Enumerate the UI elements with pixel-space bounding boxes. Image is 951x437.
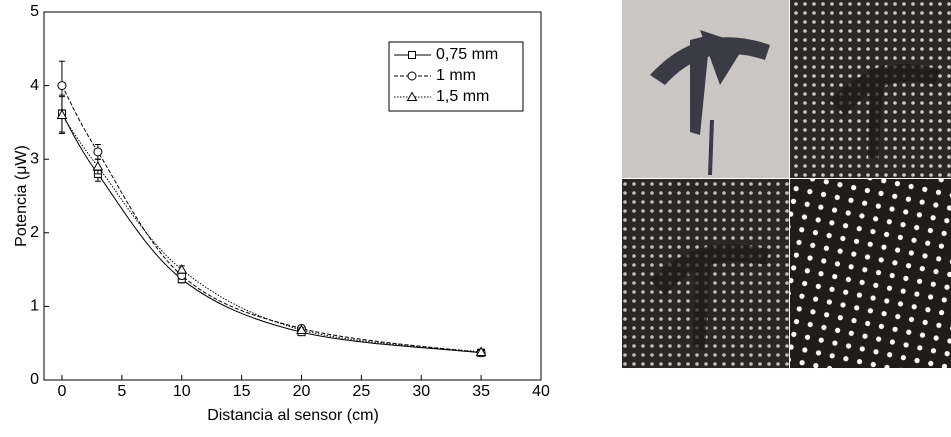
legend-label: 0,75 mm [436,46,498,63]
photos [622,0,951,368]
plot-frame [43,11,542,381]
x-tick-label: 0 [58,383,67,400]
marker [93,147,103,157]
photo-shadow [830,64,940,160]
marker [408,51,416,59]
series-line [61,85,482,354]
marker [407,71,417,81]
x-tick-label: 20 [293,383,311,400]
y-tick-label: 0 [30,371,39,388]
photo-object [622,0,789,178]
y-axis-label: Potencia (μW) [13,145,30,247]
x-tick-label: 10 [173,383,191,400]
photo-shadow [650,244,770,350]
marker [57,81,67,91]
series-line [61,114,482,353]
x-tick-label: 5 [117,383,126,400]
marker [176,264,188,274]
y-tick-label: 2 [30,224,39,241]
x-tick-label: 40 [532,383,550,400]
series-line [61,113,482,354]
x-tick-label: 30 [412,383,430,400]
legend-label: 1 mm [436,67,476,84]
x-tick-label: 15 [233,383,251,400]
x-tick-label: 35 [472,383,490,400]
x-axis-label: Distancia al sensor (cm) [207,407,379,424]
photo-dots [790,179,951,368]
photo-shape [650,30,770,175]
y-tick-label: 1 [30,298,39,315]
marker [92,161,104,171]
marker [296,324,307,334]
y-tick-label: 3 [30,150,39,167]
marker [56,109,68,120]
legend-label: 1,5 mm [436,88,489,105]
x-tick-label: 25 [352,383,370,400]
marker [406,91,418,101]
y-tick-label: 4 [30,77,39,94]
marker [475,346,487,357]
y-tick-label: 5 [30,3,39,20]
